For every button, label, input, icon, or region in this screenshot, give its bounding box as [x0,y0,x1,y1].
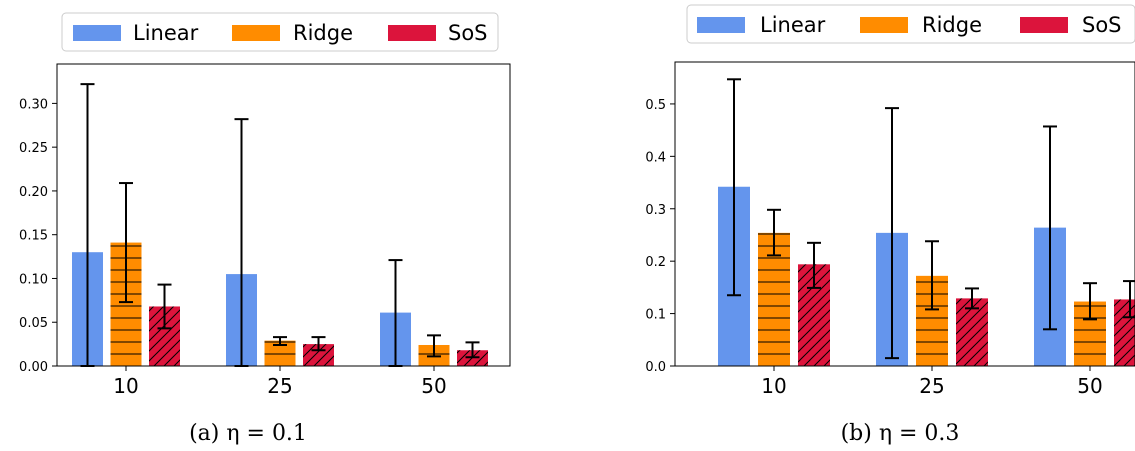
ytick-label: 0.05 [19,316,48,331]
legend-label-linear: Linear [760,13,826,37]
legend-label-sos: SoS [448,21,488,45]
legend-label-ridge: Ridge [922,13,982,37]
legend: Linear Ridge SoS [686,4,1135,44]
ytick-label: 0.25 [19,141,48,156]
legend-label-sos: SoS [1082,13,1122,37]
ytick-label: 0.0 [645,360,666,375]
errorbar-linear-25 [885,107,899,360]
legend-swatch-ridge [860,17,908,33]
errorbar-ridge-50 [1083,282,1097,321]
errorbar-ridge-10 [767,208,781,257]
axes-frame [674,61,1135,367]
legend-swatch-sos [388,25,436,41]
panel-caption: (a) η = 0.1 [189,421,307,446]
bar-hatch-sos-25 [303,344,334,366]
legend-label-ridge: Ridge [293,21,353,45]
xtick-label: 25 [919,374,944,398]
errorbar-linear-50 [1043,125,1057,331]
ytick-label: 0.4 [645,150,666,165]
errorbar-ridge-25 [273,336,287,346]
xtick-label: 10 [113,374,138,398]
ytick-label: 0.30 [19,97,48,112]
ytick-label: 0.3 [645,203,666,218]
panel-caption: (b) η = 0.3 [841,421,960,446]
ytick-label: 0.5 [645,98,666,113]
legend: Linear Ridge SoS [61,12,499,52]
ytick-label: 0.15 [19,229,48,244]
ytick-label: 0.1 [645,308,666,323]
errorbar-sos-10 [807,241,821,289]
legend-swatch-linear [73,25,121,41]
xtick-label: 50 [1077,374,1102,398]
xtick-label: 10 [761,374,786,398]
errorbar-sos-50 [465,341,480,359]
errorbar-linear-10 [727,78,741,297]
ytick-label: 0.00 [19,360,48,375]
xtick-label: 50 [421,374,446,398]
legend-swatch-ridge [232,25,280,41]
errorbar-sos-25 [965,287,979,310]
errorbar-sos-10 [157,283,172,330]
errorbar-ridge-50 [427,334,441,358]
legend-box [686,4,1135,44]
errorbar-ridge-25 [925,240,939,311]
axes-frame [56,63,511,367]
errorbar-sos-25 [311,336,326,352]
ytick-label: 0.10 [19,272,48,287]
xtick-label: 25 [267,374,292,398]
legend-swatch-sos [1020,17,1068,33]
bar-hatch-sos-50 [1114,299,1135,366]
chart-panel-b: 0.0 0.1 0.2 0.3 0.4 0.5 10 25 50 Linear Ridge SoS (b… [645,4,1135,446]
bar-hatch-sos-25 [956,298,988,366]
ytick-label: 0.2 [645,255,666,270]
errorbar-ridge-10 [119,182,133,304]
legend-swatch-linear [697,17,745,33]
legend-label-linear: Linear [133,21,199,45]
chart-panel-a: 0.00 0.05 0.10 0.15 0.20 0.25 0.30 10 25 50 Linear… [19,12,511,446]
ytick-label: 0.20 [19,185,48,200]
